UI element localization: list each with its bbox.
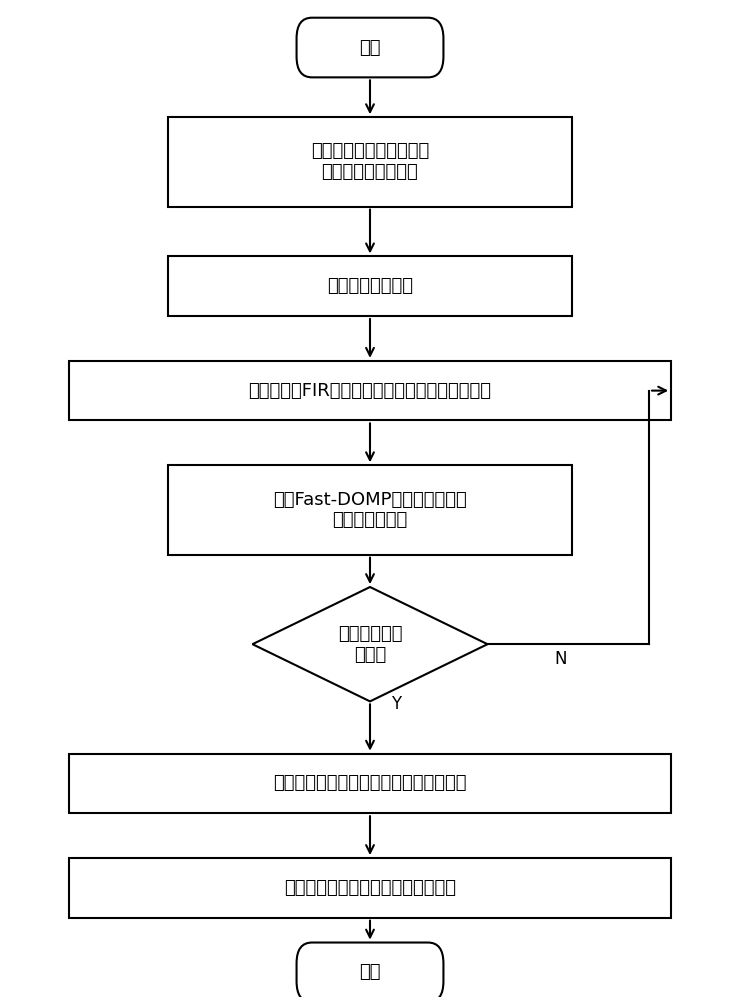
Bar: [69, 858, 671, 918]
Text: 利用Fast-DOMP算法在字典中寻
找最优匹配原子: 利用Fast-DOMP算法在字典中寻 找最优匹配原子: [273, 491, 467, 529]
Text: 根据实际数据分析处理，
构建完成过完备字典: 根据实际数据分析处理， 构建完成过完备字典: [311, 142, 429, 181]
Text: 利用小波和FIR滤波器进行预处理，并变换到频域: 利用小波和FIR滤波器进行预处理，并变换到频域: [249, 382, 491, 400]
Bar: [69, 754, 671, 813]
Text: 结束: 结束: [359, 963, 381, 981]
Bar: [168, 256, 572, 316]
FancyBboxPatch shape: [297, 18, 443, 77]
Text: 开始: 开始: [359, 39, 381, 57]
Bar: [168, 117, 572, 207]
Text: Y: Y: [391, 695, 401, 713]
Text: 得到稀疏系数，估计多次自然频率値: 得到稀疏系数，估计多次自然频率値: [284, 879, 456, 897]
Text: 选择最优匹配原子形成集合，重建原信号: 选择最优匹配原子形成集合，重建原信号: [273, 774, 467, 792]
Text: 是否满足迭代
要求？: 是否满足迭代 要求？: [337, 625, 403, 664]
Bar: [69, 361, 671, 420]
Polygon shape: [252, 587, 488, 701]
Text: N: N: [555, 650, 567, 668]
FancyBboxPatch shape: [297, 943, 443, 1000]
Text: 测量故障行波信号: 测量故障行波信号: [327, 277, 413, 295]
Bar: [168, 465, 572, 555]
